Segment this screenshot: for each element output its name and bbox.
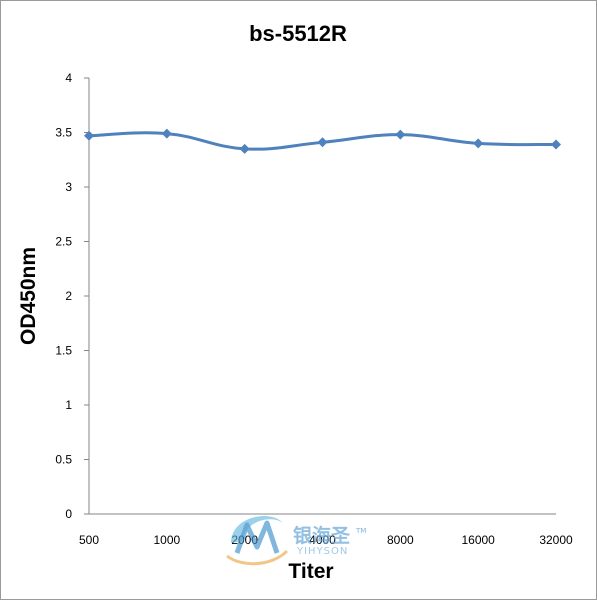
x-tick-label: 1000	[153, 533, 180, 547]
data-point-marker	[473, 138, 484, 149]
y-tick-label: 1.5	[55, 344, 72, 358]
watermark-subtext: YIHYSON	[296, 546, 348, 557]
y-tick-label: 3	[65, 180, 72, 194]
data-point-marker	[84, 130, 94, 141]
x-tick-label: 16000	[461, 533, 495, 547]
data-point-marker	[161, 128, 172, 139]
x-tick-label: 32000	[539, 533, 573, 547]
data-point-marker	[239, 143, 250, 154]
y-tick-label: 0	[65, 507, 72, 521]
y-tick-label: 2	[65, 289, 72, 303]
y-tick-label: 4	[65, 71, 72, 85]
data-point-marker	[317, 137, 328, 148]
y-axis-title: OD450nm	[17, 247, 40, 345]
y-tick-label: 3.5	[55, 126, 72, 140]
watermark-text: 银海圣	[293, 524, 351, 547]
chart-title: bs-5512R	[249, 21, 347, 46]
data-point-marker	[395, 129, 406, 140]
x-tick-label: 8000	[387, 533, 414, 547]
data-point-marker	[551, 139, 561, 150]
watermark-tm: TM	[355, 527, 366, 535]
watermark-logo: 银海圣 TM YIHYSON	[226, 515, 366, 566]
x-axis-title: Titer	[288, 560, 333, 583]
y-tick-label: 1	[65, 398, 72, 412]
x-tick-label: 500	[79, 533, 99, 547]
y-tick-label: 0.5	[55, 453, 72, 467]
watermark-emblem	[226, 515, 289, 566]
x-tick-label: 4000	[309, 533, 336, 547]
y-tick-label: 2.5	[55, 235, 72, 249]
